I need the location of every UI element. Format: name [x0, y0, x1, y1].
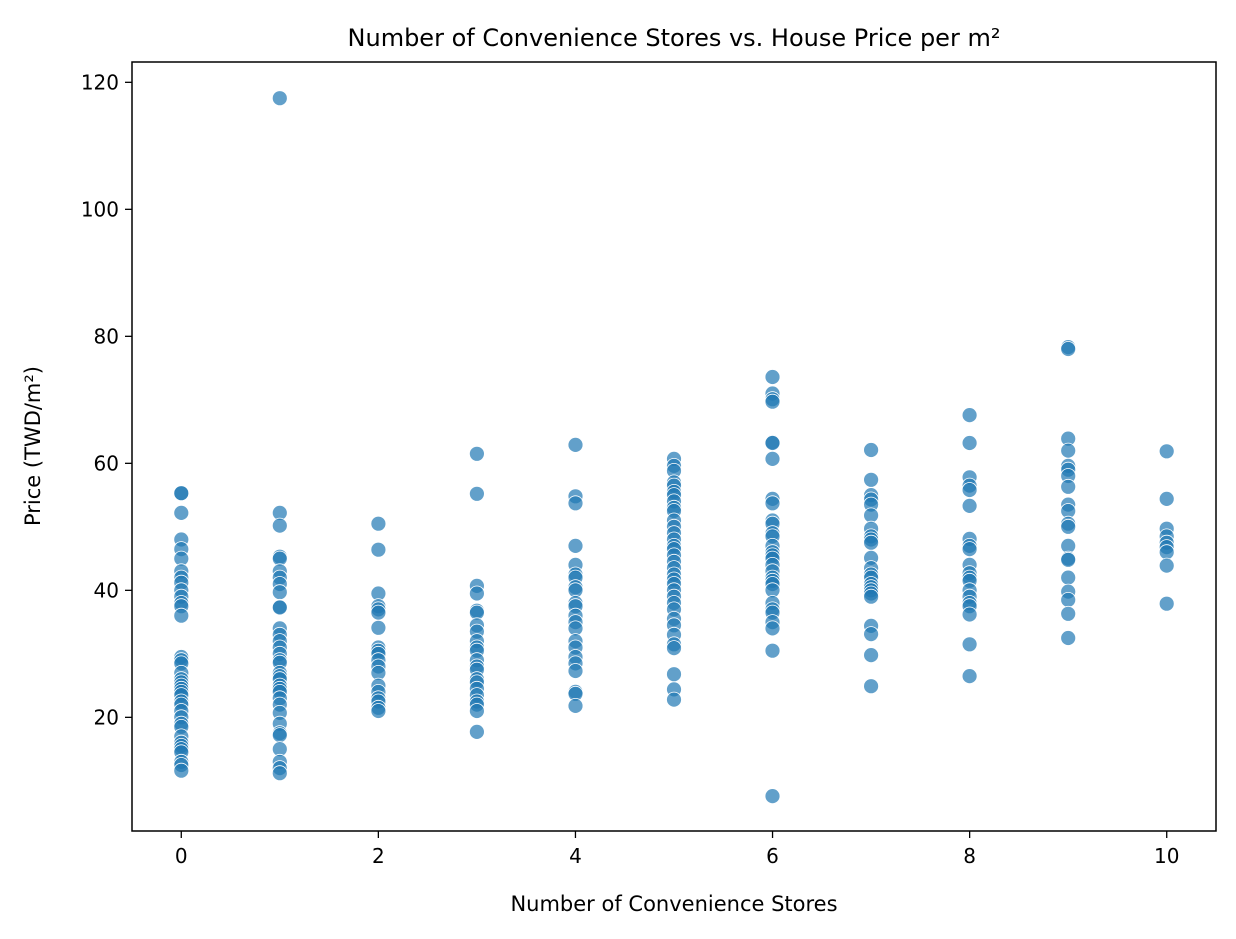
- data-point: [370, 604, 387, 621]
- data-point: [863, 588, 879, 605]
- y-tick-label: 80: [94, 324, 119, 348]
- data-point: [1158, 544, 1175, 561]
- data-point: [468, 703, 485, 719]
- x-tick-label: 2: [372, 844, 385, 868]
- data-point: [1158, 595, 1175, 612]
- data-point: [370, 619, 387, 636]
- plot-frame: [131, 61, 1217, 832]
- data-point: [764, 369, 781, 385]
- data-point: [468, 445, 485, 462]
- data-point: [961, 541, 978, 557]
- data-point: [567, 436, 584, 453]
- data-point: [764, 450, 781, 467]
- data-point: [271, 517, 288, 534]
- data-point: [863, 678, 879, 695]
- data-point: [666, 640, 682, 656]
- data-point: [271, 90, 288, 107]
- data-point: [863, 471, 879, 488]
- y-tick-label: 60: [94, 451, 119, 475]
- x-tick-label: 6: [766, 844, 779, 868]
- data-point: [764, 620, 781, 637]
- data-point: [863, 442, 879, 458]
- data-point: [271, 584, 288, 601]
- data-point: [271, 765, 288, 782]
- data-point: [764, 495, 781, 512]
- data-point: [764, 788, 781, 804]
- y-axis: 20 40 60 80 100 120: [81, 70, 132, 729]
- x-tick-label: 10: [1154, 844, 1179, 868]
- data-point: [1060, 605, 1077, 622]
- data-point: [961, 482, 978, 498]
- y-tick-label: 20: [94, 705, 119, 729]
- data-point: [468, 485, 485, 502]
- data-point: [468, 724, 485, 740]
- data-point: [1060, 630, 1077, 646]
- data-point: [1060, 341, 1077, 357]
- data-point: [1060, 569, 1077, 586]
- data-point: [173, 762, 190, 779]
- data-point: [1060, 442, 1077, 459]
- y-tick-label: 120: [81, 70, 119, 94]
- data-point: [271, 727, 288, 743]
- data-point: [370, 703, 387, 719]
- x-axis-title: Number of Convenience Stores: [510, 892, 837, 916]
- data-point: [764, 393, 781, 410]
- x-tick-label: 0: [175, 844, 188, 868]
- data-point: [173, 607, 190, 624]
- data-point: [1060, 518, 1077, 535]
- chart-title: Number of Convenience Stores vs. House P…: [348, 24, 1001, 52]
- data-point: [567, 538, 584, 554]
- data-point: [863, 534, 879, 551]
- data-point: [666, 666, 682, 683]
- data-point: [961, 636, 978, 653]
- data-point: [173, 505, 190, 521]
- data-point: [863, 626, 879, 642]
- data-point: [567, 698, 584, 714]
- x-tick-label: 8: [963, 844, 976, 868]
- data-point: [370, 541, 387, 558]
- data-point: [173, 485, 190, 502]
- data-point: [961, 407, 978, 424]
- x-tick-label: 4: [569, 844, 582, 868]
- data-point: [1060, 478, 1077, 495]
- y-tick-label: 100: [81, 197, 119, 221]
- data-point: [1158, 443, 1175, 460]
- data-point: [666, 691, 682, 708]
- y-tick-label: 40: [94, 578, 119, 602]
- data-point: [1158, 557, 1175, 574]
- data-point: [764, 435, 781, 451]
- x-axis: 0 2 4 6 8 10: [175, 831, 1179, 868]
- data-point: [961, 435, 978, 451]
- data-point: [863, 507, 879, 524]
- y-axis-title: Price (TWD/m²): [21, 366, 45, 526]
- data-point: [567, 663, 584, 679]
- data-point: [1060, 592, 1077, 608]
- data-point: [370, 515, 387, 532]
- data-point: [567, 495, 584, 512]
- data-point: [1060, 551, 1077, 568]
- data-point: [271, 599, 288, 616]
- data-point: [468, 585, 485, 602]
- data-point: [961, 668, 978, 684]
- data-point: [961, 606, 978, 623]
- data-point: [961, 497, 978, 514]
- points-layer: [173, 90, 1175, 804]
- data-point: [764, 642, 781, 659]
- data-point: [863, 647, 879, 663]
- data-point: [1158, 490, 1175, 507]
